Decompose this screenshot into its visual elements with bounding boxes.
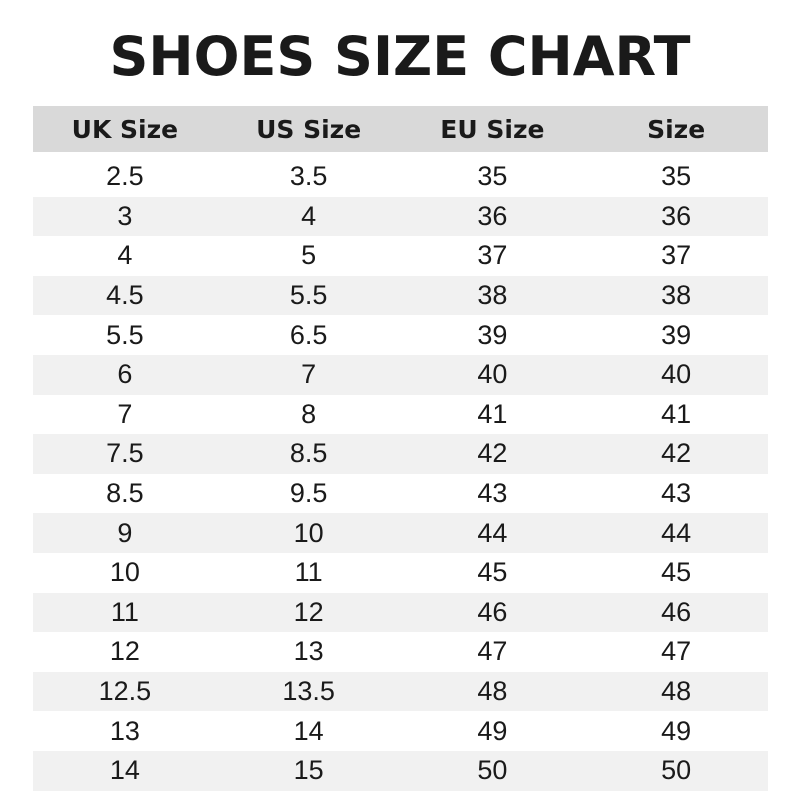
table-row: 3 4 36 36 xyxy=(33,196,768,237)
header-uk-size: UK Size xyxy=(71,114,179,144)
cell-uk-size: 6 xyxy=(117,359,133,390)
cell-us-size: 12 xyxy=(293,596,324,627)
cell-eu-size: 37 xyxy=(477,240,508,271)
cell-eu-size: 46 xyxy=(477,596,508,627)
cell-eu-size: 36 xyxy=(477,200,508,231)
cell-uk-size: 9 xyxy=(117,517,133,548)
table-row: 4.5 5.5 38 38 xyxy=(33,275,768,316)
cell-us-size: 3.5 xyxy=(289,161,328,192)
table-row: 12 13 47 47 xyxy=(33,632,768,672)
cell-us-size: 7 xyxy=(301,359,317,390)
cell-us-size: 9.5 xyxy=(289,478,328,509)
table-body: 2.5 3.5 35 35 3 4 36 36 4 5 37 37 4.5 5.5 38 38 5.5 6.5 39… xyxy=(33,157,768,791)
cell-us-size: 13.5 xyxy=(282,676,335,707)
cell-eu-size: 43 xyxy=(477,478,508,509)
cell-uk-size: 5.5 xyxy=(106,319,144,350)
cell-eu-size: 38 xyxy=(477,280,508,311)
cell-size: 36 xyxy=(661,200,692,231)
cell-size: 42 xyxy=(661,438,692,469)
cell-eu-size: 48 xyxy=(477,676,508,707)
cell-uk-size: 12 xyxy=(109,636,140,667)
cell-eu-size: 40 xyxy=(477,359,508,390)
cell-us-size: 4 xyxy=(301,200,317,231)
cell-us-size: 15 xyxy=(293,755,324,786)
table-row: 14 15 50 50 xyxy=(33,750,768,791)
cell-uk-size: 8.5 xyxy=(106,478,144,509)
table-row: 7 8 41 41 xyxy=(33,395,768,435)
cell-size: 45 xyxy=(661,557,692,588)
cell-eu-size: 44 xyxy=(477,517,508,548)
table-row: 8.5 9.5 43 43 xyxy=(33,474,768,514)
cell-size: 47 xyxy=(661,636,692,667)
cell-eu-size: 47 xyxy=(477,636,508,667)
header-eu-size: EU Size xyxy=(440,114,545,144)
cell-eu-size: 35 xyxy=(477,161,508,192)
cell-eu-size: 49 xyxy=(477,715,508,746)
cell-size: 39 xyxy=(661,319,692,350)
cell-size: 40 xyxy=(661,359,692,390)
cell-uk-size: 3 xyxy=(117,200,133,231)
cell-uk-size: 13 xyxy=(109,715,140,746)
cell-us-size: 6.5 xyxy=(289,319,328,350)
table-row: 10 11 45 45 xyxy=(33,553,768,593)
cell-size: 41 xyxy=(661,398,692,429)
table-row: 13 14 49 49 xyxy=(33,711,768,751)
cell-eu-size: 39 xyxy=(477,319,508,350)
table-row: 11 12 46 46 xyxy=(33,592,768,633)
cell-uk-size: 7 xyxy=(117,398,133,429)
table-row: 5.5 6.5 39 39 xyxy=(33,315,768,355)
cell-eu-size: 45 xyxy=(477,557,508,588)
table-row: 2.5 3.5 35 35 xyxy=(33,157,768,197)
cell-us-size: 13 xyxy=(293,636,324,667)
cell-eu-size: 42 xyxy=(477,438,508,469)
cell-uk-size: 12.5 xyxy=(98,676,152,707)
cell-eu-size: 50 xyxy=(477,755,508,786)
cell-us-size: 14 xyxy=(293,715,324,746)
cell-us-size: 5.5 xyxy=(289,280,328,311)
cell-size: 35 xyxy=(661,161,692,192)
table-row: 12.5 13.5 48 48 xyxy=(33,671,768,712)
cell-size: 48 xyxy=(661,676,692,707)
table-row: 4 5 37 37 xyxy=(33,236,768,276)
cell-size: 38 xyxy=(661,280,692,311)
cell-uk-size: 4.5 xyxy=(106,280,144,311)
table-header: UK Size US Size EU Size Size xyxy=(33,106,768,152)
table-row: 6 7 40 40 xyxy=(33,354,768,395)
cell-size: 50 xyxy=(661,755,692,786)
cell-us-size: 11 xyxy=(294,557,323,588)
cell-size: 43 xyxy=(661,478,692,509)
table-row: 9 10 44 44 xyxy=(33,513,768,553)
cell-eu-size: 41 xyxy=(477,398,508,429)
cell-us-size: 10 xyxy=(293,517,324,548)
page-title: SHOES SIZE CHART xyxy=(109,25,691,88)
header-size: Size xyxy=(647,114,706,144)
cell-us-size: 5 xyxy=(301,240,317,271)
cell-uk-size: 11 xyxy=(110,596,139,627)
table-row: 7.5 8.5 42 42 xyxy=(33,434,768,474)
cell-uk-size: 7.5 xyxy=(106,438,144,469)
cell-uk-size: 10 xyxy=(109,557,140,588)
cell-size: 46 xyxy=(661,596,692,627)
size-table: UK Size US Size EU Size Size 2.5 3.5 35 35 3… xyxy=(33,106,768,791)
header-us-size: US Size xyxy=(256,114,362,144)
cell-uk-size: 2.5 xyxy=(106,161,144,192)
cell-uk-size: 4 xyxy=(117,240,133,271)
cell-us-size: 8 xyxy=(301,398,317,429)
cell-size: 37 xyxy=(661,240,692,271)
cell-uk-size: 14 xyxy=(109,755,140,786)
cell-size: 44 xyxy=(661,517,692,548)
cell-size: 49 xyxy=(661,715,692,746)
cell-us-size: 8.5 xyxy=(289,438,328,469)
